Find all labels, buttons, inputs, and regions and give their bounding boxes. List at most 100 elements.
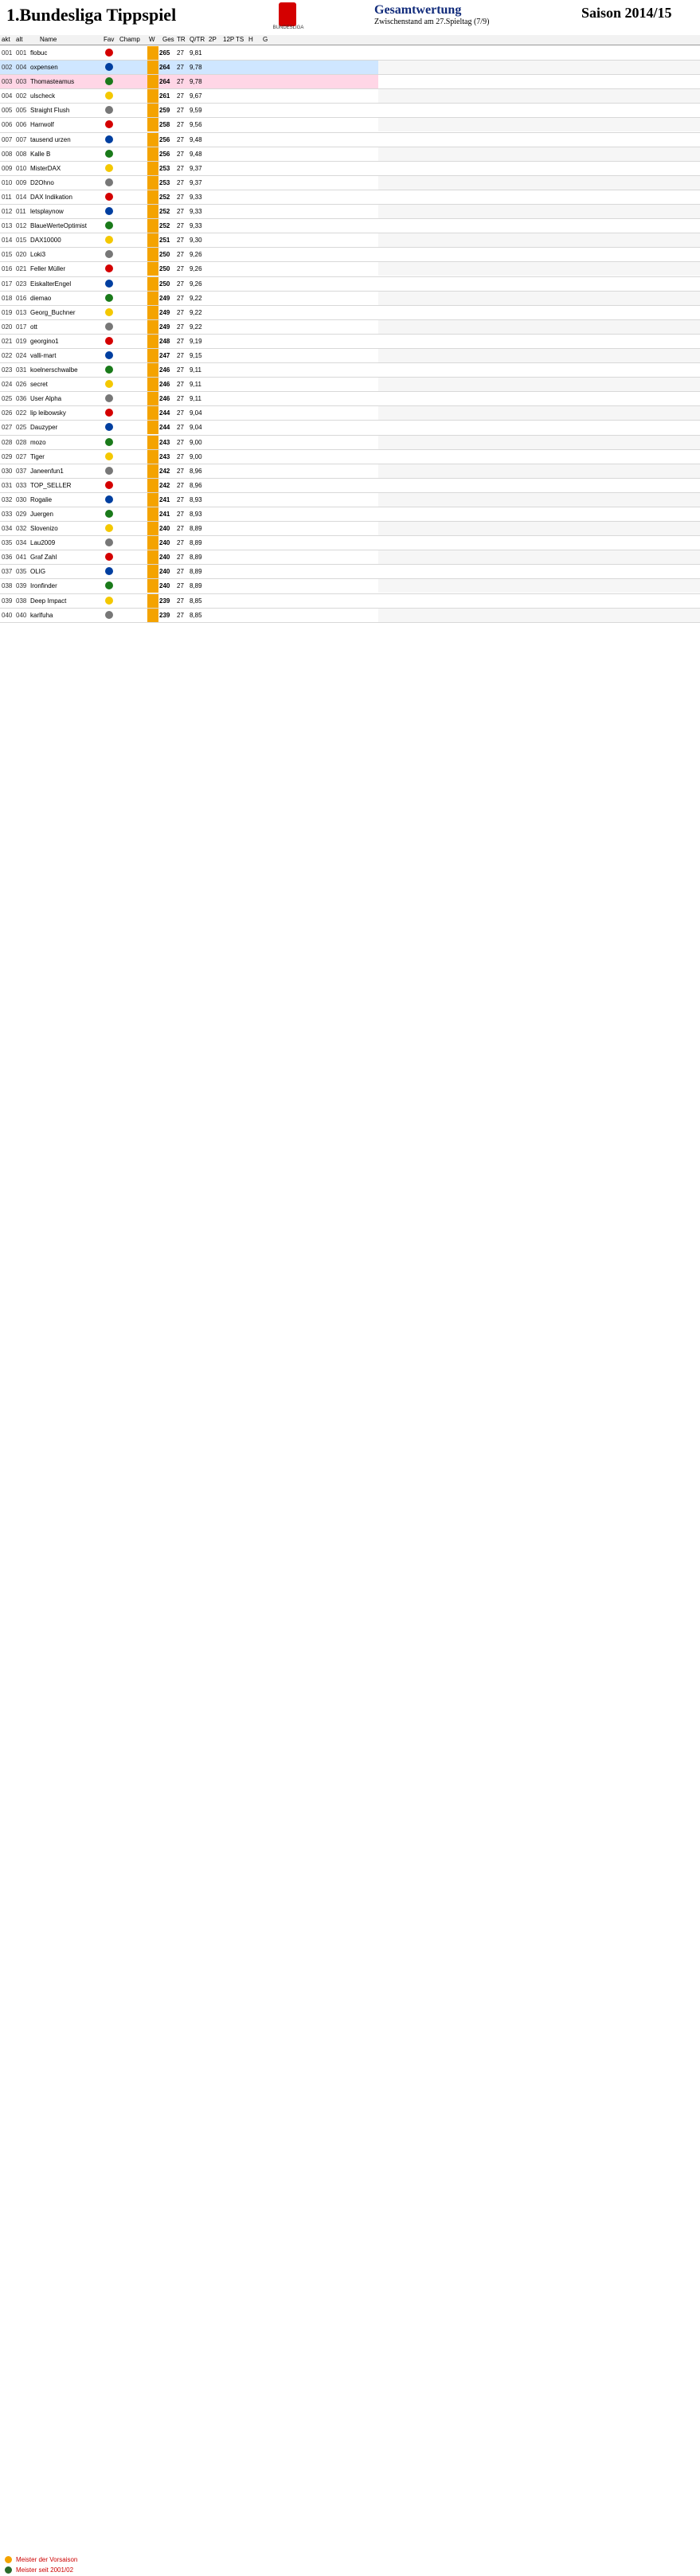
matchdays: 27 [177,337,184,345]
matchday-points [378,147,700,161]
player-name: BlaueWerteOptimist [30,222,87,230]
matchday-points [378,205,700,219]
matchdays: 27 [177,64,184,72]
favorite-club-icon [105,538,113,547]
player-name: Janeenfun1 [30,467,64,475]
favorite-club-icon [105,322,113,331]
week-marker [147,579,158,593]
week-marker [147,522,158,536]
points-average: 9,30 [190,237,202,245]
total-points: 239 [159,611,170,619]
column-header: G [263,36,268,43]
points-average: 9,59 [190,107,202,115]
matchdays: 27 [177,452,184,460]
week-marker [147,219,158,233]
rank-current: 017 [2,280,13,288]
favorite-club-icon [105,495,113,503]
favorite-club-icon [105,92,113,100]
column-header: Q/TR [190,36,205,43]
favorite-club-icon [105,524,113,533]
table-row: 026 022 lip leibowsky 244 27 9,04 [0,406,700,421]
favorite-club-icon [105,77,113,86]
matchdays: 27 [177,294,184,302]
total-points: 249 [159,323,170,331]
rank-current: 032 [2,495,13,503]
player-name: mozo [30,438,46,446]
matchdays: 27 [177,467,184,475]
table-row: 034 032 Slovenizo 240 27 8,89 [0,522,700,537]
player-name: DAX Indikation [30,193,72,201]
player-name: Deep Impact [30,597,67,605]
favorite-club-icon [105,423,113,432]
total-points: 239 [159,597,170,605]
total-points: 258 [159,121,170,129]
bundesliga-logo [279,2,296,26]
week-marker [147,449,158,464]
player-name: MisterDAX [30,164,61,172]
table-row: 037 035 OLIG 240 27 8,89 [0,565,700,580]
total-points: 256 [159,150,170,158]
table-row: 032 030 Rogalie 241 27 8,93 [0,492,700,507]
favorite-club-icon [105,510,113,518]
table-row: 039 038 Deep Impact 239 27 8,85 [0,593,700,609]
rank-previous: 030 [16,495,27,503]
rank-current: 033 [2,511,13,518]
rank-previous: 007 [16,135,27,143]
total-points: 264 [159,78,170,86]
matchday-points [378,161,700,175]
rank-previous: 015 [16,237,27,245]
favorite-club-icon [105,553,113,562]
rank-current: 031 [2,481,13,489]
points-average: 9,22 [190,308,202,316]
column-header: 12P [223,36,235,43]
rank-current: 012 [2,208,13,216]
column-header: Ges [162,36,174,43]
points-average: 8,96 [190,467,202,475]
favorite-club-icon [105,480,113,489]
favorite-club-icon [105,581,113,590]
favorite-club-icon [105,596,113,605]
favorite-club-icon [105,106,113,115]
favorite-club-icon [105,120,113,129]
week-marker [147,104,158,118]
matchdays: 27 [177,554,184,562]
table-row: 002 004 oxpensen 264 27 9,78 [0,61,700,76]
points-average: 8,89 [190,554,202,562]
total-points: 240 [159,539,170,547]
favorite-club-icon [105,264,113,273]
total-points: 242 [159,481,170,489]
matchday-points [378,392,700,406]
points-average: 9,56 [190,121,202,129]
player-name: koelnerschwalbe [30,366,78,374]
matchday-points [378,248,700,262]
points-average: 9,22 [190,323,202,331]
rank-current: 015 [2,251,13,259]
total-points: 252 [159,208,170,216]
matchday-points [378,378,700,392]
rank-previous: 031 [16,366,27,374]
points-average: 9,22 [190,294,202,302]
rank-current: 005 [2,107,13,115]
column-headers: akt alt Name Fav Champ W Ges TR Q/TR 2P 12P TS H G [0,35,700,45]
champ-icon [5,2556,12,2563]
points-average: 8,93 [190,495,202,503]
rank-previous: 034 [16,539,27,547]
total-points: 250 [159,280,170,288]
matchdays: 27 [177,107,184,115]
rank-current: 001 [2,49,13,57]
table-row: 006 006 Harrwolf 258 27 9,56 [0,118,700,133]
points-average: 9,37 [190,178,202,186]
week-marker [147,593,158,608]
table-row: 024 026 secret 246 27 9,11 [0,378,700,393]
points-average: 8,85 [190,597,202,605]
player-name: Georg_Buchner [30,308,76,316]
rank-previous: 022 [16,409,27,417]
week-marker [147,319,158,334]
points-average: 9,26 [190,280,202,288]
player-name: Straight Flush [30,107,70,115]
matchday-points [378,118,700,132]
points-average: 9,04 [190,409,202,417]
rank-current: 019 [2,308,13,316]
week-marker [147,75,158,89]
week-marker [147,175,158,190]
